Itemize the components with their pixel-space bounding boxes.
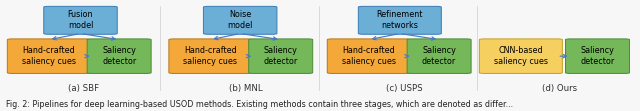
Text: Fig. 2: Pipelines for deep learning-based USOD methods. Existing methods contain: Fig. 2: Pipelines for deep learning-base… [6,100,513,109]
Text: Hand-crafted
saliency cues: Hand-crafted saliency cues [22,46,76,66]
Text: Hand-crafted
saliency cues: Hand-crafted saliency cues [342,46,396,66]
FancyBboxPatch shape [7,39,90,73]
Text: Noise
model: Noise model [227,10,253,30]
FancyBboxPatch shape [566,39,630,73]
Text: CNN-based
saliency cues: CNN-based saliency cues [494,46,548,66]
Text: Hand-crafted
saliency cues: Hand-crafted saliency cues [184,46,237,66]
Text: Saliency
detector: Saliency detector [422,46,456,66]
FancyBboxPatch shape [204,6,277,34]
FancyBboxPatch shape [87,39,151,73]
FancyBboxPatch shape [358,6,442,34]
FancyBboxPatch shape [249,39,313,73]
Text: Refinement
networks: Refinement networks [377,10,423,30]
Text: (b) MNL: (b) MNL [228,84,262,93]
FancyBboxPatch shape [407,39,471,73]
Text: Saliency
detector: Saliency detector [102,46,136,66]
FancyBboxPatch shape [479,39,563,73]
Text: Fusion
model: Fusion model [68,10,93,30]
FancyBboxPatch shape [169,39,252,73]
Text: (c) USPS: (c) USPS [386,84,422,93]
FancyBboxPatch shape [44,6,117,34]
Text: Saliency
detector: Saliency detector [580,46,614,66]
Text: (a) SBF: (a) SBF [68,84,100,93]
Text: Saliency
detector: Saliency detector [264,46,298,66]
FancyBboxPatch shape [327,39,410,73]
Text: (d) Ours: (d) Ours [541,84,577,93]
